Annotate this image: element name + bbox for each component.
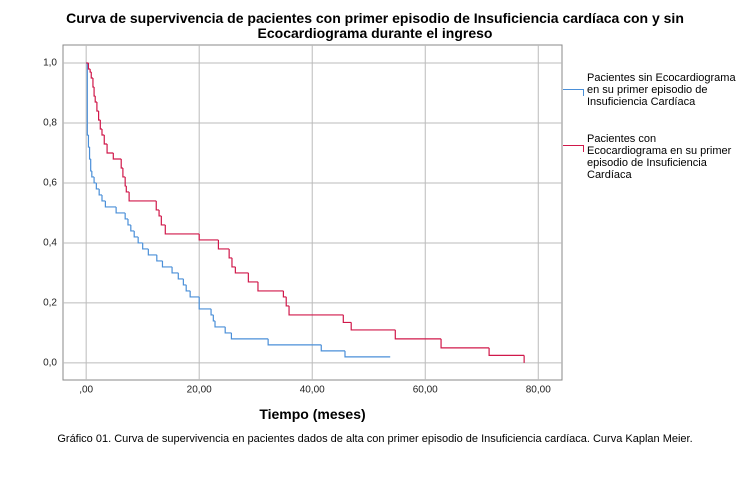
survival-step: [120, 158, 123, 169]
survival-step: [257, 281, 284, 292]
survival-step: [99, 119, 102, 130]
survival-step: [88, 146, 91, 160]
survival-step: [95, 182, 100, 190]
survival-step: [182, 278, 187, 286]
survival-step: [198, 296, 212, 310]
caption: Gráfico 01. Curva de supervivencia en pa…: [57, 433, 693, 445]
survival-step: [158, 209, 162, 217]
survival-step: [115, 206, 126, 214]
y-tick-label: 1,0: [43, 58, 57, 69]
survival-step: [177, 272, 184, 280]
legend-label: Pacientes con Ecocardiograma en su prime…: [587, 133, 732, 181]
survival-step: [217, 239, 230, 250]
x-tick-label: 20,00: [187, 385, 212, 396]
survival-step: [94, 95, 97, 103]
survival-step: [488, 347, 525, 357]
survival-step: [156, 254, 163, 262]
survival-step: [212, 314, 216, 322]
y-tick-label: 0,4: [43, 238, 57, 249]
survival-step: [285, 296, 290, 307]
survival-step: [320, 344, 345, 352]
survival-step: [160, 215, 166, 226]
survival-step: [231, 257, 236, 268]
survival-step: [164, 224, 200, 235]
survival-step: [189, 290, 200, 298]
survival-step: [92, 77, 95, 88]
survival-step: [124, 176, 127, 187]
chart-title: Curva de supervivencia de pacientes con …: [66, 10, 684, 41]
survival-step: [161, 260, 173, 268]
x-tick-label: 80,00: [526, 385, 551, 396]
survival-step: [234, 266, 249, 274]
survival-step: [288, 305, 344, 316]
survival-step: [86, 62, 89, 136]
survival-step: [137, 236, 143, 244]
survival-step: [93, 86, 96, 97]
x-tick-label: 60,00: [413, 385, 438, 396]
survival-step: [124, 212, 128, 220]
survival-step: [282, 290, 287, 298]
y-tick-label: 0,2: [43, 298, 57, 309]
survival-step: [112, 152, 122, 160]
survival-step: [344, 350, 391, 358]
survival-step: [147, 248, 157, 256]
survival-step: [130, 224, 135, 232]
survival-step: [228, 248, 232, 259]
legend-swatch: [563, 89, 584, 96]
y-tick-label: 0,0: [43, 358, 57, 369]
survival-step: [247, 272, 258, 283]
survival-step: [93, 176, 97, 184]
survival-step: [198, 233, 219, 241]
survival-step: [125, 185, 130, 193]
legend-swatch: [563, 145, 584, 152]
survival-step: [87, 134, 90, 148]
survival-step: [90, 71, 93, 79]
survival-step: [224, 326, 232, 334]
survival-step: [89, 68, 92, 73]
survival-step: [103, 134, 108, 145]
survival-step: [133, 230, 139, 238]
survival-step: [101, 128, 105, 136]
survival-step: [171, 266, 179, 274]
survival-step: [155, 200, 160, 211]
y-tick-label: 0,6: [43, 178, 57, 189]
survival-step: [342, 314, 352, 324]
x-axis-label: Tiempo (meses): [259, 406, 366, 422]
legend-label: Pacientes sin Ecocardiograma en su prime…: [587, 72, 736, 108]
survival-step: [91, 170, 95, 178]
survival-step: [127, 218, 131, 226]
survival-step: [96, 101, 99, 112]
survival-step: [122, 167, 126, 178]
survival-step: [440, 338, 490, 349]
x-tick-label: 40,00: [300, 385, 325, 396]
x-tick-label: ,00: [79, 385, 93, 396]
survival-step: [142, 242, 149, 250]
y-tick-label: 0,8: [43, 118, 57, 129]
survival-step: [230, 332, 269, 340]
survival-step: [210, 308, 214, 316]
survival-step: [90, 158, 92, 172]
survival-step: [106, 143, 114, 154]
survival-step: [98, 110, 101, 121]
survival-step: [394, 329, 442, 340]
survival-step: [98, 188, 102, 196]
survival-step: [185, 284, 191, 292]
survival-step: [214, 320, 226, 328]
survival-step: [267, 338, 322, 346]
survival-step: [350, 322, 396, 331]
survival-step: [128, 191, 157, 202]
survival-step: [104, 200, 117, 208]
survival-step: [101, 194, 106, 202]
survival-step: [87, 62, 91, 70]
